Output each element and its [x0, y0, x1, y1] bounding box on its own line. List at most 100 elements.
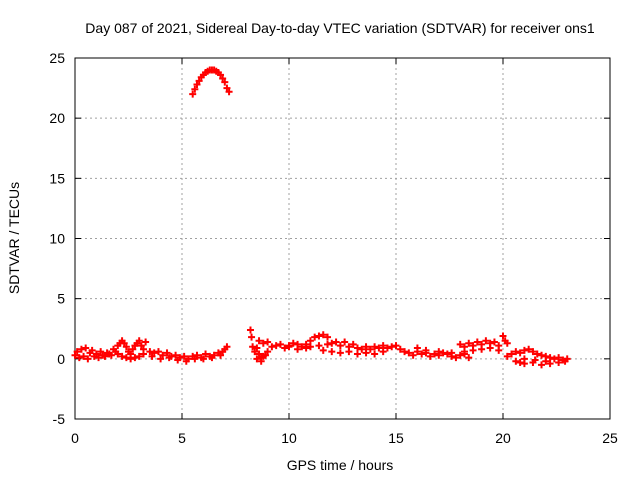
data-point: [542, 357, 550, 365]
data-point: [512, 357, 520, 365]
data-point: [97, 348, 105, 356]
data-point: [486, 344, 494, 352]
data-point: [148, 352, 156, 360]
data-point: [306, 337, 314, 345]
data-point: [107, 351, 115, 359]
chart-title: Day 087 of 2021, Sidereal Day-to-day VTE…: [85, 20, 595, 36]
x-tick-label: 25: [602, 430, 618, 446]
data-point: [159, 351, 167, 359]
data-point: [538, 351, 546, 359]
data-point: [77, 345, 85, 353]
data-point: [336, 342, 344, 350]
data-point: [379, 342, 387, 350]
data-point: [546, 360, 554, 368]
data-point: [191, 85, 199, 93]
data-point: [362, 343, 370, 351]
data-point: [193, 80, 201, 88]
data-point: [253, 344, 261, 352]
data-point: [315, 342, 323, 350]
data-point: [546, 354, 554, 362]
data-point: [520, 355, 528, 363]
data-point: [371, 350, 379, 358]
data-point: [379, 348, 387, 356]
data-point: [555, 358, 563, 366]
x-tick-label: 10: [281, 430, 297, 446]
data-point: [219, 74, 227, 82]
data-point: [257, 357, 265, 365]
gridlines: [75, 58, 610, 419]
data-point: [516, 349, 524, 357]
data-point: [255, 337, 263, 345]
data-point: [439, 349, 447, 357]
data-point: [195, 77, 203, 85]
data-point: [478, 345, 486, 353]
data-point: [101, 352, 109, 360]
data-point: [223, 84, 231, 92]
data-point: [362, 349, 370, 357]
data-point: [366, 345, 374, 353]
data-point: [324, 340, 332, 348]
x-tick-labels: 0 5 10 15 20 25: [71, 430, 618, 446]
data-point: [328, 339, 336, 347]
data-point: [452, 354, 460, 362]
data-point: [135, 352, 143, 360]
data-point: [413, 344, 421, 352]
data-point: [189, 90, 197, 98]
data-points: [71, 66, 571, 369]
data-point: [217, 71, 225, 79]
data-point: [95, 354, 103, 362]
data-point: [533, 350, 541, 358]
data-point: [431, 350, 439, 358]
data-point: [71, 351, 79, 359]
data-point: [482, 337, 490, 345]
data-point: [508, 350, 516, 358]
data-point: [120, 339, 128, 347]
data-point: [122, 354, 130, 362]
data-point: [550, 355, 558, 363]
data-point: [193, 351, 201, 359]
data-point: [319, 346, 327, 354]
data-point: [460, 348, 468, 356]
data-point: [396, 345, 404, 353]
data-point: [261, 351, 269, 359]
data-point: [405, 349, 413, 357]
data-point: [435, 348, 443, 356]
data-point: [294, 340, 302, 348]
data-point: [221, 78, 229, 86]
y-tick-label: 25: [49, 50, 65, 66]
x-axis-title: GPS time / hours: [287, 457, 394, 473]
data-point: [127, 355, 135, 363]
data-point: [422, 346, 430, 354]
data-point: [84, 355, 92, 363]
data-point: [503, 339, 511, 347]
data-point: [137, 342, 145, 350]
data-point: [306, 343, 314, 351]
data-point: [516, 358, 524, 366]
data-point: [165, 354, 173, 362]
data-point: [180, 352, 188, 360]
y-axis-title: SDTVAR / TECUs: [6, 182, 22, 294]
y-tick-label: 10: [49, 231, 65, 247]
data-point: [272, 342, 280, 350]
data-point: [223, 343, 231, 351]
data-point: [139, 350, 147, 358]
data-point: [531, 356, 539, 364]
data-point: [520, 346, 528, 354]
data-point: [324, 333, 332, 341]
data-point: [225, 88, 233, 96]
y-tick-label: -5: [53, 411, 66, 427]
data-point: [191, 355, 199, 363]
data-point: [172, 351, 180, 359]
data-point: [92, 350, 100, 358]
data-point: [88, 346, 96, 354]
data-point: [208, 354, 216, 362]
data-point: [525, 345, 533, 353]
data-point: [328, 348, 336, 356]
data-point: [268, 343, 276, 351]
data-point: [251, 348, 259, 356]
data-point: [473, 338, 481, 346]
data-point: [345, 348, 353, 356]
data-point: [465, 339, 473, 347]
data-point: [503, 352, 511, 360]
data-point: [80, 352, 88, 360]
